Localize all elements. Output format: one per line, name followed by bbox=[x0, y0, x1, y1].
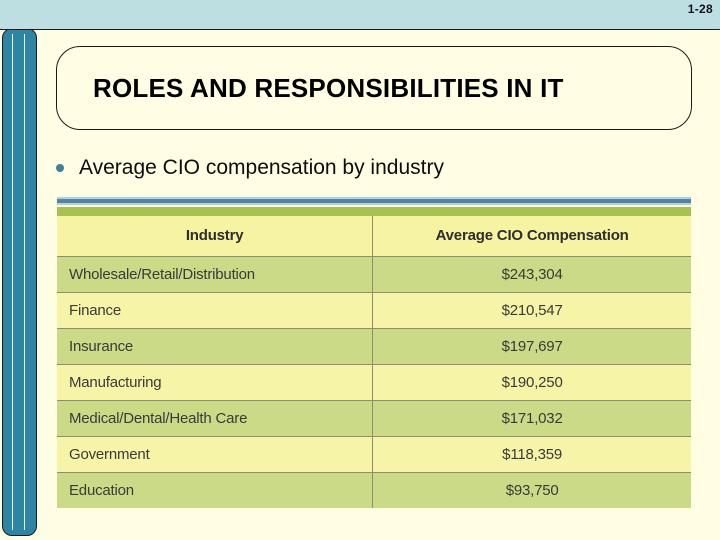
table-header: Industry Average CIO Compensation bbox=[57, 216, 691, 257]
table-row: Government $118,359 bbox=[57, 435, 691, 473]
industry-cell: Medical/Dental/Health Care bbox=[57, 399, 374, 437]
page-number: 1-28 bbox=[687, 2, 713, 16]
title-box: ROLES AND RESPONSIBILITIES IN IT bbox=[56, 46, 692, 130]
industry-cell: Government bbox=[57, 435, 374, 473]
industry-cell: Education bbox=[57, 471, 374, 508]
table-row: Insurance $197,697 bbox=[57, 327, 691, 365]
bullet-item: Average CIO compensation by industry bbox=[56, 156, 444, 180]
compensation-cell: $243,304 bbox=[372, 255, 691, 293]
table-top-green-stripe bbox=[57, 207, 691, 216]
column-header-compensation: Average CIO Compensation bbox=[372, 216, 691, 257]
left-bar-divider-line bbox=[12, 34, 13, 530]
compensation-cell: $93,750 bbox=[372, 471, 691, 508]
industry-cell: Wholesale/Retail/Distribution bbox=[57, 255, 374, 293]
table-header-row: Industry Average CIO Compensation bbox=[57, 216, 691, 257]
industry-cell: Manufacturing bbox=[57, 363, 374, 401]
compensation-cell: $118,359 bbox=[372, 435, 691, 473]
left-bar-divider-line bbox=[24, 34, 25, 530]
compensation-cell: $190,250 bbox=[372, 363, 691, 401]
industry-cell: Insurance bbox=[57, 327, 374, 365]
column-header-industry: Industry bbox=[57, 216, 374, 257]
slide-top-bar: 1-28 bbox=[0, 0, 720, 30]
table-top-blue-stripe bbox=[57, 197, 691, 205]
bullet-text: Average CIO compensation by industry bbox=[79, 156, 444, 179]
table-body: Wholesale/Retail/Distribution $243,304 F… bbox=[57, 255, 691, 508]
compensation-table-block: Industry Average CIO Compensation Wholes… bbox=[57, 197, 691, 508]
compensation-cell: $171,032 bbox=[372, 399, 691, 437]
compensation-cell: $197,697 bbox=[372, 327, 691, 365]
left-accent-bar bbox=[2, 28, 37, 536]
table-row: Finance $210,547 bbox=[57, 291, 691, 329]
table-row: Medical/Dental/Health Care $171,032 bbox=[57, 399, 691, 437]
slide-title: ROLES AND RESPONSIBILITIES IN IT bbox=[93, 72, 564, 103]
table-row: Education $93,750 bbox=[57, 471, 691, 508]
bullet-dot-icon bbox=[56, 164, 64, 172]
compensation-cell: $210,547 bbox=[372, 291, 691, 329]
compensation-table: Industry Average CIO Compensation Wholes… bbox=[57, 216, 691, 508]
table-row: Manufacturing $190,250 bbox=[57, 363, 691, 401]
industry-cell: Finance bbox=[57, 291, 374, 329]
table-row: Wholesale/Retail/Distribution $243,304 bbox=[57, 255, 691, 293]
